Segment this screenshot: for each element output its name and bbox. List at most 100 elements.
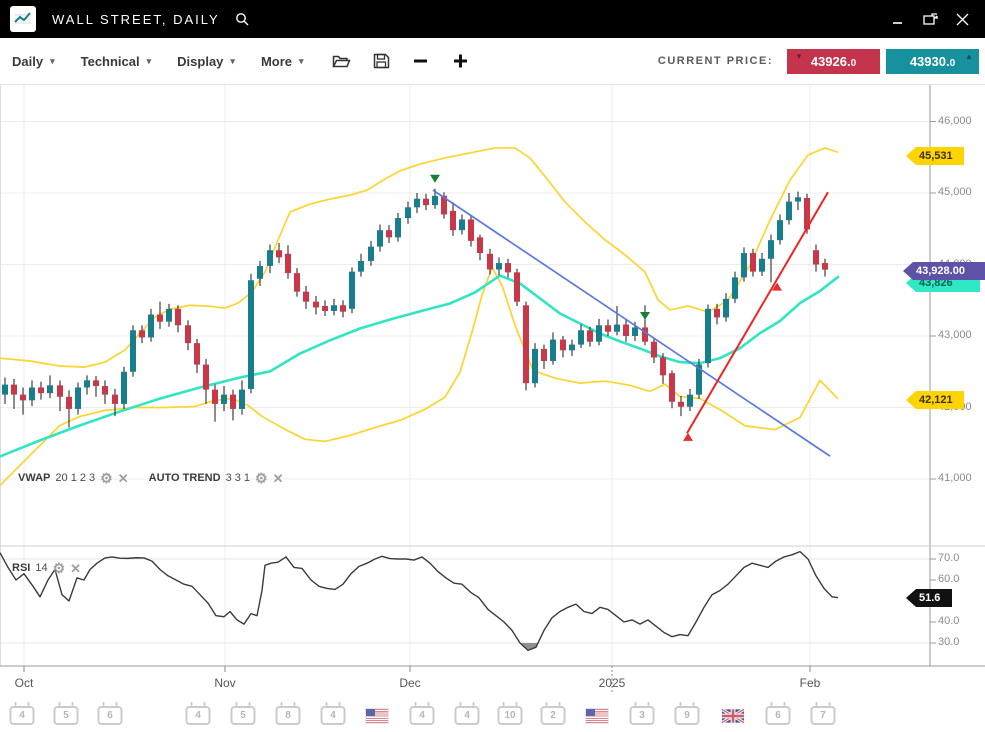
pane-borders: [0, 84, 985, 694]
auto-trend-up-line[interactable]: [686, 191, 829, 434]
calendar-day-icon: 4: [185, 702, 211, 725]
calendar-event-icon[interactable]: 4: [320, 702, 346, 725]
menu-bar: Daily ▾ Technical ▾ Display ▾ More ▾: [0, 54, 318, 69]
sell-price-button[interactable]: ▼ 43926.0: [787, 48, 880, 74]
price-tick-label: 43,000: [938, 329, 972, 341]
vwap-settings-icon[interactable]: ⚙: [100, 470, 113, 486]
calendar-event-icon[interactable]: 4: [454, 702, 480, 725]
rsi-tick-label: 40.0: [938, 615, 960, 627]
rsi-remove-icon[interactable]: ✕: [70, 560, 82, 576]
calendar-day-icon: 9: [674, 702, 700, 725]
calendar-day-icon: 2: [540, 702, 566, 725]
menu-technical[interactable]: Technical ▾: [81, 54, 152, 69]
price-tick-label: 46,000: [938, 114, 972, 127]
current-price-label: CURRENT PRICE:: [657, 55, 773, 67]
calendar-day-icon: 5: [230, 702, 256, 725]
price-down-icon: ▼: [795, 51, 803, 61]
trend-signal-markers: [430, 174, 782, 441]
vwap-params: 20 1 2 3: [55, 472, 96, 484]
sell-price-value: 43926.0: [810, 53, 857, 69]
chevron-down-icon: ▾: [50, 55, 55, 66]
chevron-down-icon: ▾: [230, 55, 235, 66]
band-upper-tag: 45,531: [906, 147, 964, 165]
event-flag-us[interactable]: [366, 706, 388, 723]
calendar-event-icon[interactable]: 4: [185, 702, 211, 725]
us-flag-icon: [366, 709, 388, 723]
price-tick-label: 41,000: [938, 472, 972, 484]
event-flag-us[interactable]: [586, 706, 608, 723]
autotrend-remove-icon[interactable]: ✕: [272, 470, 284, 486]
last-price-tag: 43,928.00: [903, 262, 985, 280]
calendar-day-icon: 4: [409, 702, 435, 725]
close-icon[interactable]: [951, 8, 973, 30]
vwap-remove-icon[interactable]: ✕: [117, 470, 129, 486]
menu-more[interactable]: More ▾: [261, 54, 304, 69]
title-bar: WALL STREET, DAILY: [0, 0, 985, 38]
calendar-day-icon: 7: [810, 702, 836, 725]
calendar-day-icon: 10: [497, 702, 523, 725]
price-tick-label: 45,000: [938, 186, 972, 198]
autotrend-name: AUTO TREND: [148, 472, 221, 484]
auto-trend-down-line[interactable]: [432, 189, 831, 457]
time-axis-label: Oct: [14, 676, 34, 690]
calendar-event-icon[interactable]: 5: [53, 702, 79, 725]
toolbar: Daily ▾ Technical ▾ Display ▾ More ▾: [0, 38, 985, 85]
window-title: WALL STREET, DAILY: [52, 11, 220, 27]
calendar-day-icon: 6: [97, 702, 123, 725]
calendar-event-icon[interactable]: 8: [275, 702, 301, 725]
rsi-line[interactable]: [0, 550, 839, 652]
rsi-value-tag: 51.6: [906, 589, 952, 607]
candlestick-series[interactable]: [2, 188, 828, 428]
calendar-event-icon[interactable]: 7: [810, 702, 836, 725]
calendar-event-icon[interactable]: 4: [9, 702, 35, 725]
rsi-settings-icon[interactable]: ⚙: [52, 560, 66, 576]
rsi-params: 14: [35, 562, 48, 574]
time-axis-label: 2025: [598, 676, 626, 690]
menu-label: Daily: [12, 53, 44, 69]
calendar-event-icon[interactable]: 3: [629, 702, 655, 725]
time-axis-label: Nov: [214, 676, 236, 690]
calendar-event-icon[interactable]: 9: [674, 702, 700, 725]
rsi-name: RSI: [12, 562, 31, 574]
vwap-line[interactable]: [0, 274, 840, 458]
time-axis-label: Feb: [799, 676, 821, 690]
bollinger-bands-line[interactable]: [0, 147, 839, 487]
calendar-event-icon[interactable]: 2: [540, 702, 566, 725]
menu-display[interactable]: Display ▾: [177, 54, 235, 69]
calendar-event-icon[interactable]: 6: [765, 702, 791, 725]
calendar-event-icon[interactable]: 10: [497, 702, 523, 725]
save-icon[interactable]: [373, 53, 390, 69]
open-folder-icon[interactable]: [331, 53, 351, 69]
zoom-out-icon[interactable]: [412, 53, 430, 69]
calendar-event-icon[interactable]: 4: [409, 702, 435, 725]
buy-price-value: 43930.0: [909, 53, 956, 69]
calendar-day-icon: 4: [9, 702, 35, 725]
menu-daily[interactable]: Daily ▾: [12, 54, 55, 69]
autotrend-settings-icon[interactable]: ⚙: [255, 470, 268, 486]
calendar-day-icon: 6: [765, 702, 791, 725]
event-flag-uk[interactable]: [722, 706, 744, 723]
minimize-button[interactable]: [887, 8, 909, 30]
calendar-day-icon: 3: [629, 702, 655, 725]
buy-price-button[interactable]: 43930.0 ▲: [886, 48, 979, 74]
calendar-day-icon: 4: [320, 702, 346, 725]
window-controls: [887, 8, 973, 30]
calendar-event-icon[interactable]: 6: [97, 702, 123, 725]
vwap-name: VWAP: [18, 472, 51, 484]
zoom-in-icon[interactable]: [452, 53, 470, 69]
popout-button[interactable]: [919, 8, 941, 30]
menu-label: Technical: [80, 53, 140, 69]
chart-tools: [331, 53, 470, 69]
time-axis-label: Dec: [399, 676, 421, 690]
calendar-day-icon: 4: [454, 702, 480, 725]
rsi-tick-label: 60.0: [938, 573, 960, 585]
chevron-down-icon: ▾: [299, 55, 304, 66]
us-flag-icon: [586, 709, 608, 723]
search-icon[interactable]: [234, 11, 250, 27]
chevron-down-icon: ▾: [146, 55, 152, 66]
menu-label: More: [260, 53, 292, 69]
calendar-event-icon[interactable]: 5: [230, 702, 256, 725]
calendar-day-icon: 5: [53, 702, 79, 725]
